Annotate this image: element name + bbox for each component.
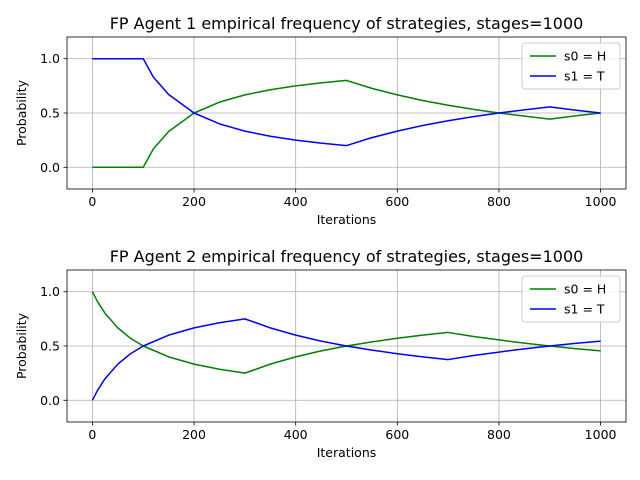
legend: s0 = H s1 = T [521,275,621,323]
y-tick-label: 1.0 [40,284,60,299]
chart-panel-2: 0 200 400 600 800 1000 0.0 0.5 1.0 FP Agent 2 emp… [14,247,627,460]
x-tick-label: 1000 [585,427,617,442]
series-line-s0 [92,79,601,169]
legend-entry-label: s1 = T [564,302,605,317]
legend-entry-label: s1 = T [564,69,605,84]
y-tick-label: 0.5 [40,106,60,121]
legend-box [521,42,621,90]
x-tick-label: 1000 [585,194,617,209]
legend: s0 = H s1 = T [521,42,621,90]
series-line-s1 [91,318,601,401]
y-tick-label: 0.0 [40,393,60,408]
y-tick-label: 0.5 [40,339,60,354]
chart-title: FP Agent 1 empirical frequency of strate… [110,14,584,33]
x-axis-label: Iterations [317,445,377,460]
y-tick-label: 0.0 [40,160,60,175]
series-line-s1 [92,57,601,147]
y-tick-label: 1.0 [40,51,60,66]
x-tick-label: 400 [284,194,308,209]
x-tick-label: 400 [284,427,308,442]
x-tick-label: 600 [385,427,409,442]
x-axis-label: Iterations [317,212,377,227]
chart-title: FP Agent 2 empirical frequency of strate… [110,247,584,266]
x-tick-label: 600 [385,194,409,209]
legend-entry-label: s0 = H [564,49,606,64]
legend-entry-label: s0 = H [564,282,606,297]
x-tick-label: 800 [487,194,511,209]
y-axis-label: Probability [14,79,29,146]
x-tick-label: 0 [88,427,96,442]
x-tick-label: 200 [182,194,206,209]
x-tick-label: 0 [88,194,96,209]
x-tick-label: 200 [182,427,206,442]
x-tick-label: 800 [487,427,511,442]
series-line-s0 [91,291,601,374]
legend-box [521,275,621,323]
chart-panel-1: 0 200 400 600 800 1000 0.0 0.5 1.0 FP Agent 1 emp… [14,14,627,227]
y-axis-label: Probability [14,312,29,379]
